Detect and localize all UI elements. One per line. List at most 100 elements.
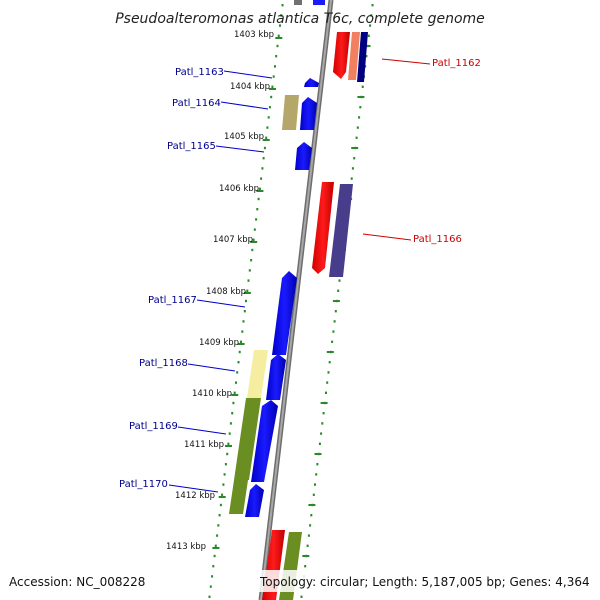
rail-major-tick <box>225 445 232 447</box>
rail-major-tick <box>231 394 239 396</box>
rail-major-tick <box>218 496 226 498</box>
cds-patl-1167 <box>272 271 297 355</box>
kbp-label: 1408 kbp <box>206 287 246 297</box>
rail-tick <box>219 503 222 507</box>
rail-tick <box>277 34 280 37</box>
rail-tick <box>257 197 260 201</box>
cds-patl-1170-olive <box>229 480 248 514</box>
cds-patl-1168-blue <box>266 354 286 400</box>
rail-tick <box>331 340 334 343</box>
rail-tick <box>266 126 269 129</box>
rail-tick <box>310 514 313 517</box>
rail-tick <box>212 565 215 568</box>
rail-tick <box>312 493 315 496</box>
cds-top-gray <box>294 0 302 5</box>
cds-patl-1162-navy <box>357 32 368 82</box>
rail-tick <box>355 136 358 139</box>
rail-tick <box>256 208 259 211</box>
leader-patl-1170 <box>168 484 219 493</box>
kbp-label: 1404 kbp <box>230 82 270 92</box>
rail-tick <box>356 126 359 129</box>
rail-major-tick <box>314 453 322 455</box>
genome-backbone <box>258 0 334 600</box>
label-leaders <box>168 58 431 493</box>
rail-tick <box>221 493 224 496</box>
rail-tick <box>218 514 221 517</box>
cds-patl-1163 <box>304 78 319 87</box>
leader-patl-1164 <box>220 101 269 110</box>
rail-tick <box>246 289 249 292</box>
rail-tick <box>361 85 364 88</box>
rail-tick <box>243 310 246 313</box>
rail-tick <box>328 361 331 364</box>
rail-tick <box>365 55 368 58</box>
rail-major-tick <box>243 292 251 294</box>
rail-tick <box>245 299 247 303</box>
kbp-label: 1410 kbp <box>192 389 232 399</box>
rail-major-tick <box>250 241 258 243</box>
rail-tick <box>233 391 236 394</box>
rail-tick <box>314 483 316 486</box>
rail-tick <box>353 157 356 160</box>
rail-major-tick <box>320 402 328 404</box>
rail-tick <box>226 452 229 456</box>
kbp-label: 1409 kbp <box>199 338 239 348</box>
gene-label-patl-1167: Patl_1167 <box>148 295 197 306</box>
rail-tick <box>262 157 265 160</box>
rail-tick <box>304 565 307 568</box>
rail-tick <box>227 442 230 445</box>
gene-label-patl-1162: Patl_1162 <box>432 58 481 69</box>
rail-tick <box>251 248 254 252</box>
topology-text: Topology: circular; Length: 5,187,005 bp… <box>259 575 590 589</box>
rail-tick <box>267 116 270 119</box>
rail-tick <box>261 167 264 170</box>
rail-tick <box>350 177 353 180</box>
rail-tick <box>271 85 274 88</box>
map-title: Pseudoalteromonas atlantica T6c, complet… <box>115 11 485 27</box>
rail-tick <box>217 524 220 527</box>
rail-tick <box>240 340 242 343</box>
rail-tick <box>326 381 329 384</box>
cds-patl-1164-blue <box>300 97 317 130</box>
rail-tick <box>228 432 231 435</box>
cds-patl-1170-blue <box>245 484 264 517</box>
kbp-label: 1403 kbp <box>234 30 274 40</box>
rail-tick <box>358 116 361 119</box>
rail-tick <box>263 146 266 150</box>
rail-tick <box>270 95 273 99</box>
kbp-label: 1405 kbp <box>224 132 264 142</box>
rail-tick <box>241 330 244 333</box>
rail-tick <box>272 75 275 78</box>
kbp-label: 1413 kbp <box>166 542 206 552</box>
cds-patl-1164-khaki <box>282 95 299 130</box>
rail-tick <box>337 289 340 292</box>
rail-tick <box>224 463 227 466</box>
rail-major-tick <box>212 547 220 549</box>
leader-patl-1162 <box>381 58 431 65</box>
rail-tick <box>253 228 256 231</box>
rail-tick <box>235 381 237 384</box>
rail-tick <box>327 371 330 374</box>
rail-major-tick <box>237 343 245 345</box>
rail-tick <box>216 534 219 537</box>
leader-patl-1165 <box>215 145 265 153</box>
rail-tick <box>222 483 225 486</box>
rail-tick <box>281 4 284 7</box>
rail-tick <box>238 350 241 354</box>
rail-tick <box>265 136 268 139</box>
rail-major-tick <box>269 88 276 90</box>
leader-patl-1163 <box>223 70 273 79</box>
cds-patl-1166-slate <box>329 184 353 277</box>
rail-tick <box>320 432 323 435</box>
rail-tick <box>211 575 214 578</box>
leader-patl-1167 <box>196 299 246 308</box>
rail-tick <box>359 106 362 109</box>
cds-patl-1168-yellow <box>247 350 268 398</box>
tick-rails <box>208 4 374 598</box>
leader-patl-1168 <box>187 363 236 372</box>
rail-tick <box>309 524 312 527</box>
rail-tick <box>214 544 217 547</box>
rail-tick <box>307 534 310 537</box>
gene-label-patl-1165: Patl_1165 <box>167 141 216 152</box>
